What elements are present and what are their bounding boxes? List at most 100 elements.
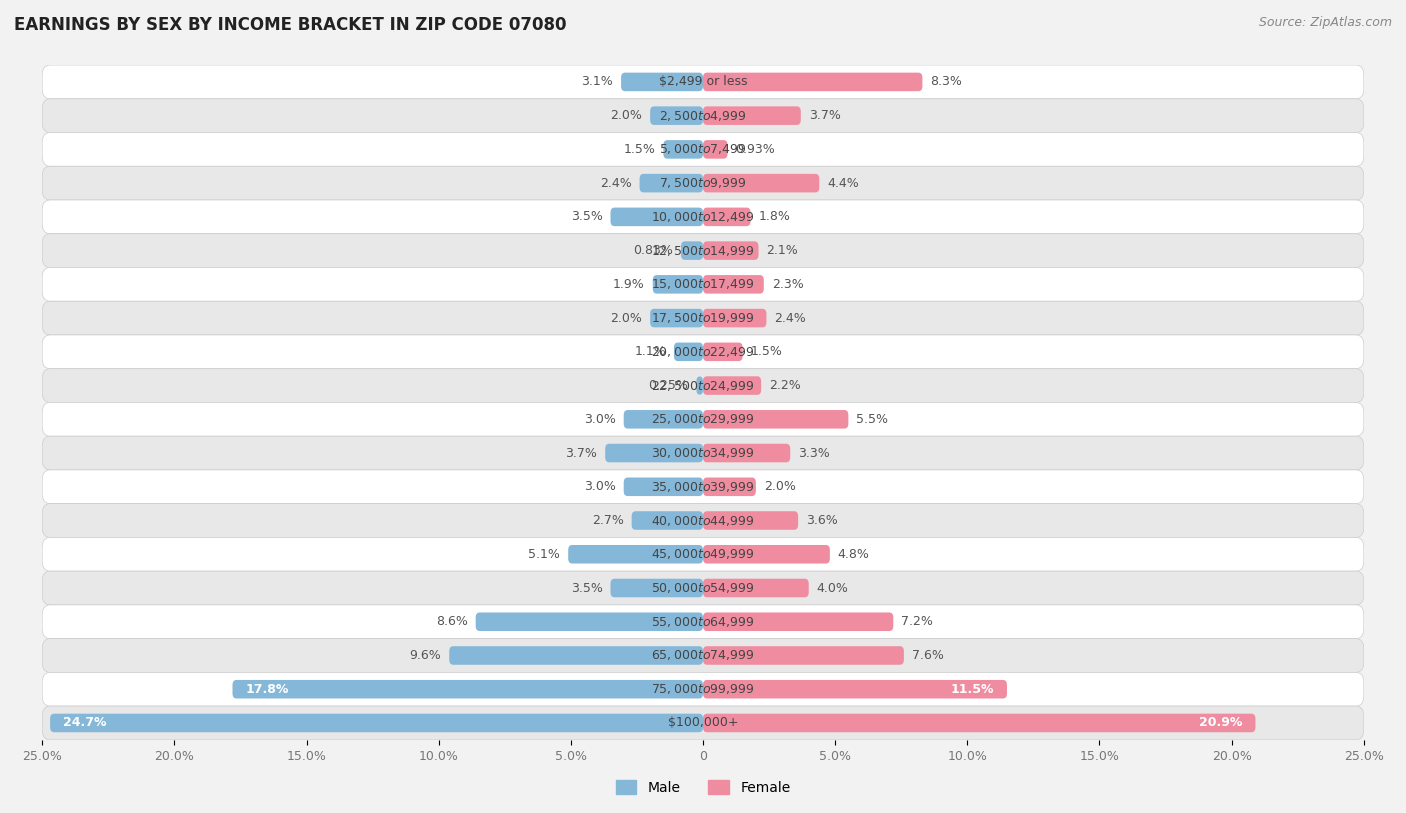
Text: 2.3%: 2.3% [772,278,803,291]
FancyBboxPatch shape [42,233,1364,267]
FancyBboxPatch shape [42,605,1364,639]
Text: $10,000 to $12,499: $10,000 to $12,499 [651,210,755,224]
Text: 3.3%: 3.3% [799,446,830,459]
FancyBboxPatch shape [42,639,1364,672]
Text: $40,000 to $44,999: $40,000 to $44,999 [651,514,755,528]
Text: 1.5%: 1.5% [751,346,783,359]
Text: 20.9%: 20.9% [1199,716,1243,729]
FancyBboxPatch shape [703,714,1256,733]
FancyBboxPatch shape [703,477,756,496]
FancyBboxPatch shape [673,342,703,361]
Text: $30,000 to $34,999: $30,000 to $34,999 [651,446,755,460]
FancyBboxPatch shape [640,174,703,193]
Text: 3.0%: 3.0% [583,480,616,493]
Text: 3.0%: 3.0% [583,413,616,426]
Text: 2.0%: 2.0% [610,109,643,122]
FancyBboxPatch shape [703,579,808,598]
FancyBboxPatch shape [605,444,703,463]
FancyBboxPatch shape [650,309,703,328]
Text: 3.5%: 3.5% [571,211,603,224]
Text: 9.6%: 9.6% [409,649,441,662]
FancyBboxPatch shape [42,537,1364,571]
Text: $20,000 to $22,499: $20,000 to $22,499 [651,345,755,359]
Text: 0.83%: 0.83% [633,244,673,257]
FancyBboxPatch shape [703,444,790,463]
FancyBboxPatch shape [703,376,761,395]
FancyBboxPatch shape [624,410,703,428]
Text: $45,000 to $49,999: $45,000 to $49,999 [651,547,755,561]
Text: 17.8%: 17.8% [246,683,290,696]
Text: 4.4%: 4.4% [827,176,859,189]
FancyBboxPatch shape [703,511,799,530]
FancyBboxPatch shape [703,174,820,193]
Text: 8.6%: 8.6% [436,615,468,628]
Text: $50,000 to $54,999: $50,000 to $54,999 [651,581,755,595]
FancyBboxPatch shape [42,133,1364,166]
FancyBboxPatch shape [475,612,703,631]
FancyBboxPatch shape [450,646,703,665]
Text: 2.7%: 2.7% [592,514,624,527]
Text: 2.1%: 2.1% [766,244,799,257]
Text: 5.1%: 5.1% [529,548,560,561]
FancyBboxPatch shape [703,140,727,159]
Text: $65,000 to $74,999: $65,000 to $74,999 [651,649,755,663]
Text: 2.4%: 2.4% [600,176,631,189]
FancyBboxPatch shape [621,72,703,91]
Text: $55,000 to $64,999: $55,000 to $64,999 [651,615,755,628]
Text: Source: ZipAtlas.com: Source: ZipAtlas.com [1258,16,1392,29]
FancyBboxPatch shape [650,107,703,125]
Text: 4.8%: 4.8% [838,548,870,561]
FancyBboxPatch shape [42,335,1364,369]
FancyBboxPatch shape [703,309,766,328]
FancyBboxPatch shape [51,714,703,733]
Text: 11.5%: 11.5% [950,683,994,696]
Text: $35,000 to $39,999: $35,000 to $39,999 [651,480,755,493]
Text: $75,000 to $99,999: $75,000 to $99,999 [651,682,755,696]
Text: $12,500 to $14,999: $12,500 to $14,999 [651,244,755,258]
Text: 3.7%: 3.7% [565,446,598,459]
Text: 8.3%: 8.3% [931,76,962,89]
FancyBboxPatch shape [42,672,1364,706]
FancyBboxPatch shape [42,503,1364,537]
Text: 1.8%: 1.8% [758,211,790,224]
Text: 2.2%: 2.2% [769,379,801,392]
Legend: Male, Female: Male, Female [610,775,796,800]
FancyBboxPatch shape [42,200,1364,233]
Text: 0.25%: 0.25% [648,379,689,392]
Text: EARNINGS BY SEX BY INCOME BRACKET IN ZIP CODE 07080: EARNINGS BY SEX BY INCOME BRACKET IN ZIP… [14,16,567,34]
Text: 3.6%: 3.6% [806,514,838,527]
FancyBboxPatch shape [664,140,703,159]
FancyBboxPatch shape [652,275,703,293]
Text: $25,000 to $29,999: $25,000 to $29,999 [651,412,755,426]
Text: 3.5%: 3.5% [571,581,603,594]
Text: 2.4%: 2.4% [775,311,806,324]
Text: 24.7%: 24.7% [63,716,107,729]
FancyBboxPatch shape [568,545,703,563]
FancyBboxPatch shape [42,436,1364,470]
Text: $7,500 to $9,999: $7,500 to $9,999 [659,176,747,190]
FancyBboxPatch shape [703,612,893,631]
FancyBboxPatch shape [42,706,1364,740]
FancyBboxPatch shape [703,680,1007,698]
FancyBboxPatch shape [232,680,703,698]
Text: $2,500 to $4,999: $2,500 to $4,999 [659,109,747,123]
Text: $2,499 or less: $2,499 or less [659,76,747,89]
FancyBboxPatch shape [703,410,848,428]
Text: 7.6%: 7.6% [912,649,943,662]
FancyBboxPatch shape [42,301,1364,335]
Text: $22,500 to $24,999: $22,500 to $24,999 [651,379,755,393]
FancyBboxPatch shape [703,545,830,563]
Text: 1.5%: 1.5% [623,143,655,156]
Text: 1.9%: 1.9% [613,278,645,291]
Text: 7.2%: 7.2% [901,615,934,628]
Text: 4.0%: 4.0% [817,581,849,594]
FancyBboxPatch shape [703,275,763,293]
Text: 2.0%: 2.0% [763,480,796,493]
FancyBboxPatch shape [703,107,801,125]
Text: 5.5%: 5.5% [856,413,889,426]
FancyBboxPatch shape [703,72,922,91]
FancyBboxPatch shape [42,402,1364,436]
Text: 2.0%: 2.0% [610,311,643,324]
FancyBboxPatch shape [42,98,1364,133]
FancyBboxPatch shape [42,267,1364,301]
